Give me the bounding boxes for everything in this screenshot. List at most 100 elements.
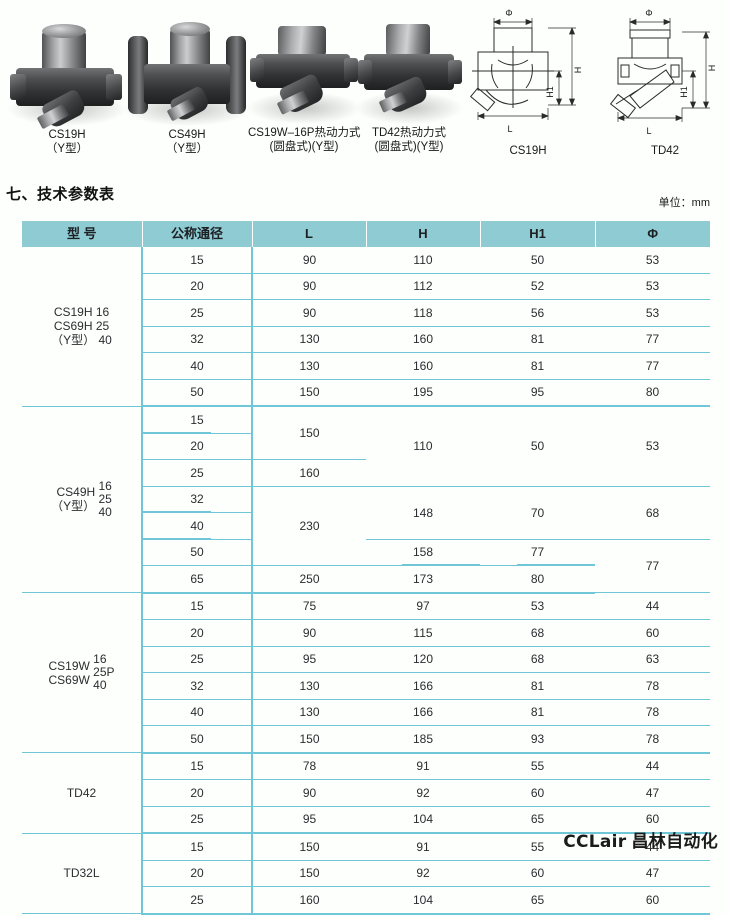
cell-nominal: 50 <box>142 539 253 566</box>
cell-nominal: 65 <box>142 565 253 594</box>
cell-phi: 78 <box>595 699 710 726</box>
cell-nominal: 32 <box>142 326 253 353</box>
cell-nominal: 25 <box>142 886 253 915</box>
cell-nominal: 15 <box>142 247 253 274</box>
cell-l: 95 <box>252 806 366 834</box>
cell-phi: 60 <box>595 886 710 915</box>
drawing-caption: TD42 <box>650 145 680 157</box>
model-line: （Y型） <box>51 499 96 514</box>
cell-nominal: 25 <box>142 299 253 327</box>
cell-h1: 60 <box>480 860 595 887</box>
cell-phi: 47 <box>595 860 710 887</box>
cell-h: 91 <box>366 833 480 861</box>
cell-phi: 60 <box>595 619 710 647</box>
table-row: 20 90 115 68 60 <box>22 619 710 647</box>
cell-l: 130 <box>252 672 366 700</box>
cell-h: 110 <box>366 406 480 487</box>
drawing-caption: CS19H <box>509 145 547 157</box>
table-row: 20 90 112 52 53 <box>22 273 710 300</box>
table-row: 50 150 195 95 80 <box>22 379 710 407</box>
cell-phi: 44 <box>595 833 710 861</box>
cell-nominal: 25 <box>142 646 253 673</box>
table-row: 65 250 173 80 <box>22 565 710 594</box>
dim-h1-label: H1 <box>545 86 555 98</box>
cell-h1: 81 <box>480 699 595 726</box>
table-section-cs19w: CS19W CS69W 16 25P 40 15 75 97 53 44 20 … <box>22 592 710 754</box>
cell-h1: 55 <box>480 833 595 861</box>
cell-nominal: 20 <box>142 779 253 807</box>
cell-h: 166 <box>366 699 480 726</box>
cell-phi: 78 <box>595 672 710 700</box>
dim-h-label: H <box>573 67 583 74</box>
dim-l-label: L <box>646 126 651 136</box>
cell-h: 173 <box>366 565 480 594</box>
table-row: 50 158 77 77 <box>22 539 710 593</box>
page-title: 七、技术参数表 <box>6 186 115 203</box>
cell-h: 112 <box>366 273 480 300</box>
cell-l: 90 <box>252 619 366 647</box>
cell-h: 185 <box>366 725 480 754</box>
cell-phi: 80 <box>595 379 710 407</box>
dim-h-label: H <box>707 65 717 72</box>
col-header-h: H <box>366 221 481 247</box>
dim-h1-label: H1 <box>679 86 689 98</box>
cell-l: 78 <box>252 752 366 780</box>
cell-nominal: 25 <box>142 459 253 487</box>
cell-h1: 50 <box>480 247 595 274</box>
table-section-cs19h: CS19H 16 CS69H 25 （Y型） 40 15 90 110 50 5… <box>22 247 710 407</box>
pressure-rating: 40 <box>93 678 107 692</box>
cell-h: 104 <box>366 806 480 834</box>
table-row: 25 95 104 65 60 <box>22 806 710 834</box>
cell-phi: 53 <box>595 247 710 274</box>
cell-l: 90 <box>252 299 366 327</box>
td42-valve-image <box>356 18 462 126</box>
product-label-line2: (圆盘式)(Y型) <box>374 141 444 153</box>
cell-l: 150 <box>252 379 366 407</box>
table-section-td42: TD42 15 78 91 55 44 20 90 92 60 47 25 95… <box>22 752 710 834</box>
cell-h1: 65 <box>480 886 595 915</box>
cell-h: 110 <box>366 247 480 274</box>
cs49h-valve-image <box>124 14 250 128</box>
cell-nominal: 20 <box>142 619 253 647</box>
cell-h: 160 <box>366 326 480 353</box>
col-header-nominal: 公称通径 <box>142 221 253 247</box>
model-line: （Y型） 40 <box>51 333 112 348</box>
pressure-rating: 16 <box>98 478 112 493</box>
model-line: CS49H <box>56 485 96 500</box>
product-label-line2: (圆盘式)(Y型) <box>269 141 339 153</box>
cell-h: 195 <box>366 379 480 407</box>
model-left: CS49H （Y型） <box>51 485 95 513</box>
cell-nominal: 20 <box>142 273 253 300</box>
table-row: 40 130 166 81 78 <box>22 699 710 726</box>
cell-phi: 77 <box>595 326 710 353</box>
cell-l: 75 <box>252 592 366 620</box>
dim-phi-label: Φ <box>505 8 512 18</box>
cell-h: 118 <box>366 299 480 327</box>
cell-phi: 63 <box>595 646 710 673</box>
cell-h1: 68 <box>480 619 595 647</box>
col-header-phi: Φ <box>595 221 710 247</box>
cell-nominal: 50 <box>142 379 253 407</box>
cell-phi: 78 <box>595 725 710 754</box>
cell-h: 92 <box>366 860 480 887</box>
cell-h1: 93 <box>480 725 595 754</box>
table-row: 32 230 148 70 68 <box>22 486 710 566</box>
model-line: CS69H 25 <box>53 319 110 334</box>
spec-table: 型 号 公称通径 L H H1 Φ CS19H 16 CS69H 25 （Y型）… <box>22 221 710 915</box>
table-row: 25 90 118 56 53 <box>22 299 710 327</box>
cell-l: 130 <box>252 699 366 726</box>
table-row: 40 130 160 81 77 <box>22 352 710 380</box>
cell-h: 97 <box>366 592 480 620</box>
cell-phi: 77 <box>595 352 710 380</box>
unit-note: 单位：mm <box>658 197 710 209</box>
cell-h: 158 <box>366 539 480 566</box>
pressure-rating: 16 <box>93 652 107 666</box>
cell-h: 120 <box>366 646 480 673</box>
cell-h: 166 <box>366 672 480 700</box>
watermark: CCLair 昌林自动化 <box>563 827 718 852</box>
cell-h: 91 <box>366 752 480 780</box>
table-section-cs49h: CS49H （Y型） 16 25 40 15 150 110 50 53 20 … <box>22 406 710 594</box>
watermark-brand-en: CCLair <box>563 832 627 852</box>
cs19h-valve-image <box>8 18 126 130</box>
cell-h1: 81 <box>480 326 595 353</box>
